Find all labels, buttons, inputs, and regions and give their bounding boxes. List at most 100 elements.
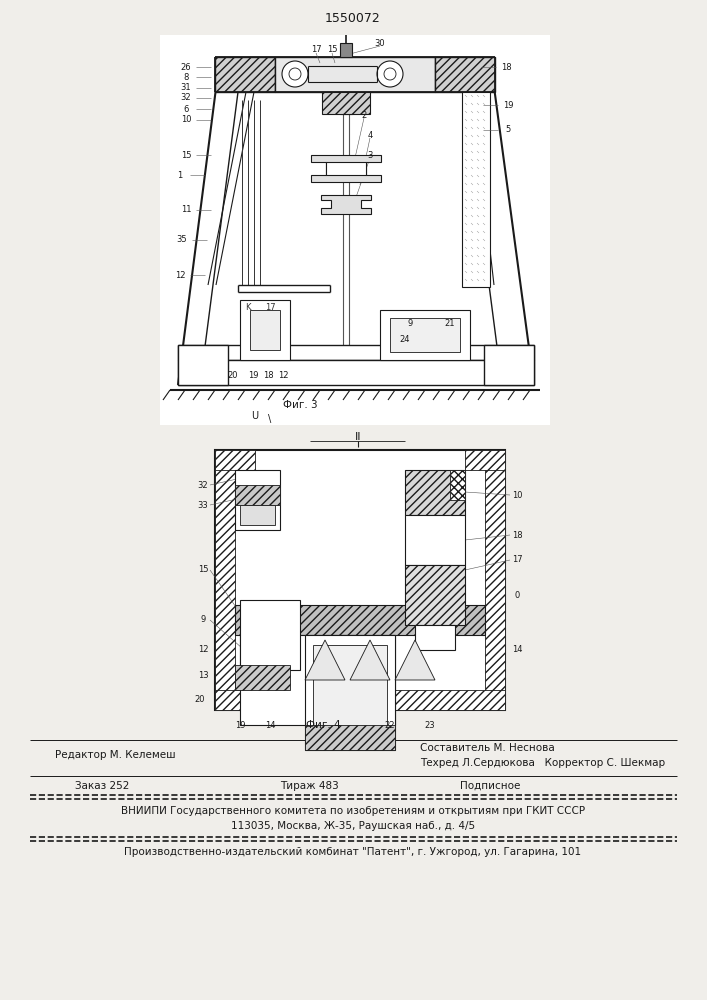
- Text: Производственно-издательский комбинат "Патент", г. Ужгород, ул. Гагарина, 101: Производственно-издательский комбинат "П…: [124, 847, 582, 857]
- Text: 15: 15: [327, 45, 337, 54]
- Bar: [240, 635, 395, 725]
- Bar: [465, 450, 505, 470]
- Bar: [178, 345, 534, 360]
- Text: Фиг. 4: Фиг. 4: [305, 720, 340, 730]
- Bar: [160, 35, 550, 425]
- Text: Составитель М. Неснова: Составитель М. Неснова: [420, 743, 555, 753]
- Bar: [235, 665, 290, 690]
- Polygon shape: [305, 640, 345, 680]
- Bar: [484, 345, 534, 385]
- Text: 14: 14: [264, 720, 275, 730]
- Text: 22: 22: [385, 720, 395, 730]
- Text: 12: 12: [198, 646, 209, 654]
- Text: 9: 9: [407, 318, 413, 328]
- Text: 1: 1: [177, 170, 182, 180]
- Text: 9: 9: [200, 615, 206, 624]
- Text: 14: 14: [512, 646, 522, 654]
- Text: 113035, Москва, Ж-35, Раушская наб., д. 4/5: 113035, Москва, Ж-35, Раушская наб., д. …: [231, 821, 475, 831]
- Polygon shape: [326, 162, 366, 175]
- Text: 3: 3: [368, 150, 373, 159]
- Text: K: K: [245, 304, 251, 312]
- Text: 30: 30: [375, 38, 385, 47]
- Text: U: U: [252, 411, 259, 421]
- Circle shape: [289, 68, 301, 80]
- Bar: [405, 565, 465, 625]
- Bar: [275, 57, 435, 92]
- Bar: [215, 450, 235, 710]
- Text: 24: 24: [399, 336, 410, 344]
- Polygon shape: [321, 195, 371, 214]
- Text: Фиг. 3: Фиг. 3: [283, 400, 317, 410]
- Circle shape: [384, 68, 396, 80]
- Bar: [250, 310, 280, 350]
- Text: 35: 35: [177, 235, 187, 244]
- Text: 0: 0: [515, 590, 520, 599]
- Bar: [435, 57, 495, 92]
- Text: 11: 11: [181, 206, 192, 215]
- Bar: [485, 450, 505, 710]
- Polygon shape: [395, 640, 435, 680]
- Text: 31: 31: [181, 84, 192, 93]
- Text: 10: 10: [181, 115, 192, 124]
- Text: \: \: [269, 414, 271, 424]
- Text: II: II: [355, 432, 361, 442]
- Text: 32: 32: [198, 481, 209, 489]
- Text: 17: 17: [512, 556, 522, 564]
- Polygon shape: [240, 505, 275, 525]
- Text: 23: 23: [425, 720, 436, 730]
- Bar: [178, 345, 228, 385]
- Polygon shape: [350, 640, 390, 680]
- Text: 20: 20: [194, 696, 205, 704]
- Text: 10: 10: [512, 490, 522, 499]
- Bar: [313, 645, 387, 735]
- Bar: [340, 43, 352, 57]
- Text: 5: 5: [506, 125, 510, 134]
- Bar: [405, 515, 465, 565]
- Polygon shape: [311, 155, 381, 182]
- Bar: [415, 625, 455, 650]
- Text: 32: 32: [181, 94, 192, 103]
- Text: Заказ 252: Заказ 252: [75, 781, 129, 791]
- Bar: [235, 470, 280, 530]
- Bar: [380, 310, 470, 360]
- Bar: [322, 92, 370, 114]
- Text: 13: 13: [198, 670, 209, 680]
- Bar: [450, 500, 465, 550]
- Text: 15: 15: [198, 566, 209, 574]
- Bar: [235, 485, 280, 505]
- Text: 33: 33: [198, 500, 209, 510]
- Text: Редактор М. Келемеш: Редактор М. Келемеш: [54, 750, 175, 760]
- Text: 2: 2: [361, 110, 367, 119]
- Text: 6: 6: [183, 104, 189, 113]
- Bar: [450, 470, 465, 500]
- Text: 12: 12: [175, 270, 185, 279]
- Circle shape: [282, 61, 308, 87]
- Bar: [215, 450, 505, 710]
- Bar: [235, 605, 485, 635]
- Text: 19: 19: [503, 101, 513, 109]
- Text: ВНИИПИ Государственного комитета по изобретениям и открытиям при ГКИТ СССР: ВНИИПИ Государственного комитета по изоб…: [121, 806, 585, 816]
- Text: 21: 21: [445, 318, 455, 328]
- Bar: [240, 600, 300, 670]
- Bar: [178, 360, 534, 385]
- Text: 15: 15: [181, 150, 192, 159]
- Text: 12: 12: [278, 370, 288, 379]
- Bar: [215, 450, 255, 470]
- Bar: [240, 300, 290, 360]
- Text: 26: 26: [181, 62, 192, 72]
- Bar: [305, 725, 395, 750]
- Bar: [215, 57, 275, 92]
- Text: 18: 18: [501, 62, 511, 72]
- Text: Техред Л.Сердюкова   Корректор С. Шекмар: Техред Л.Сердюкова Корректор С. Шекмар: [420, 758, 665, 768]
- Text: 1550072: 1550072: [325, 11, 381, 24]
- Bar: [215, 690, 505, 710]
- Bar: [462, 92, 490, 287]
- Text: 4: 4: [368, 130, 373, 139]
- Circle shape: [377, 61, 403, 87]
- Bar: [305, 635, 395, 750]
- Text: 19: 19: [247, 370, 258, 379]
- Bar: [390, 318, 460, 352]
- Bar: [405, 470, 465, 515]
- Text: 18: 18: [263, 370, 274, 379]
- Text: 8: 8: [183, 73, 189, 82]
